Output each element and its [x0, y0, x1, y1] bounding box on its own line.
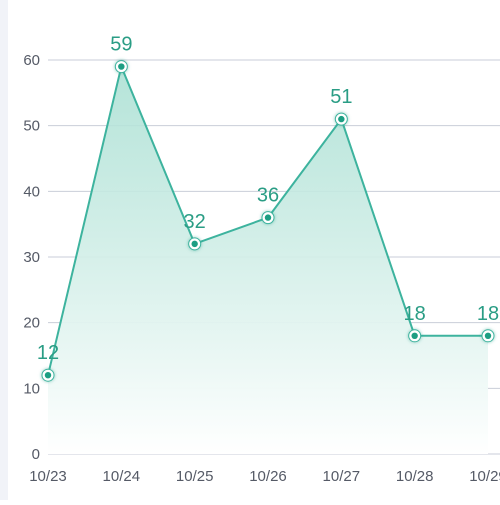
y-axis: 0 10 20 30 40 50 60 [23, 52, 40, 463]
data-point-dot [118, 63, 125, 70]
y-tick-label: 10 [23, 380, 40, 397]
x-tick-label: 10/23 [29, 468, 67, 485]
data-label: 51 [330, 86, 352, 108]
data-label-layer: 12 59 32 36 51 18 18 [37, 34, 499, 365]
data-label: 18 [477, 303, 499, 325]
x-tick-label: 10/28 [396, 468, 434, 485]
x-tick-label: 10/27 [323, 468, 361, 485]
data-point[interactable] [334, 112, 348, 126]
data-label: 18 [404, 303, 426, 325]
data-point-dot [191, 240, 198, 248]
x-tick-label: 10/25 [176, 468, 214, 485]
data-point[interactable] [114, 60, 128, 74]
x-axis: 10/23 10/24 10/25 10/26 10/27 10/28 10/29 [29, 468, 500, 485]
y-tick-label: 20 [23, 315, 40, 332]
x-tick-label: 10/26 [249, 468, 287, 485]
x-tick-label: 10/29 [469, 468, 500, 485]
y-tick-label: 0 [32, 446, 40, 463]
area-fill [48, 66, 488, 455]
data-label: 59 [110, 34, 132, 56]
marker-layer [41, 60, 495, 382]
data-point-dot [264, 214, 272, 221]
data-label: 32 [184, 211, 206, 233]
y-tick-label: 30 [23, 249, 40, 266]
data-label: 12 [37, 342, 59, 364]
data-point-dot [484, 332, 492, 339]
x-tick-label: 10/24 [103, 468, 141, 485]
data-point[interactable] [41, 368, 55, 382]
left-rail [0, 0, 8, 500]
area-layer [48, 66, 488, 455]
data-point-dot [44, 372, 52, 379]
data-label: 36 [257, 185, 279, 207]
data-point-dot [411, 332, 418, 339]
data-point[interactable] [481, 329, 495, 343]
y-tick-label: 40 [23, 183, 40, 200]
y-tick-label: 50 [23, 118, 40, 135]
data-point[interactable] [408, 329, 422, 343]
data-point[interactable] [188, 237, 202, 251]
data-point[interactable] [261, 211, 275, 225]
y-tick-label: 60 [23, 52, 40, 69]
data-point-dot [338, 115, 345, 123]
